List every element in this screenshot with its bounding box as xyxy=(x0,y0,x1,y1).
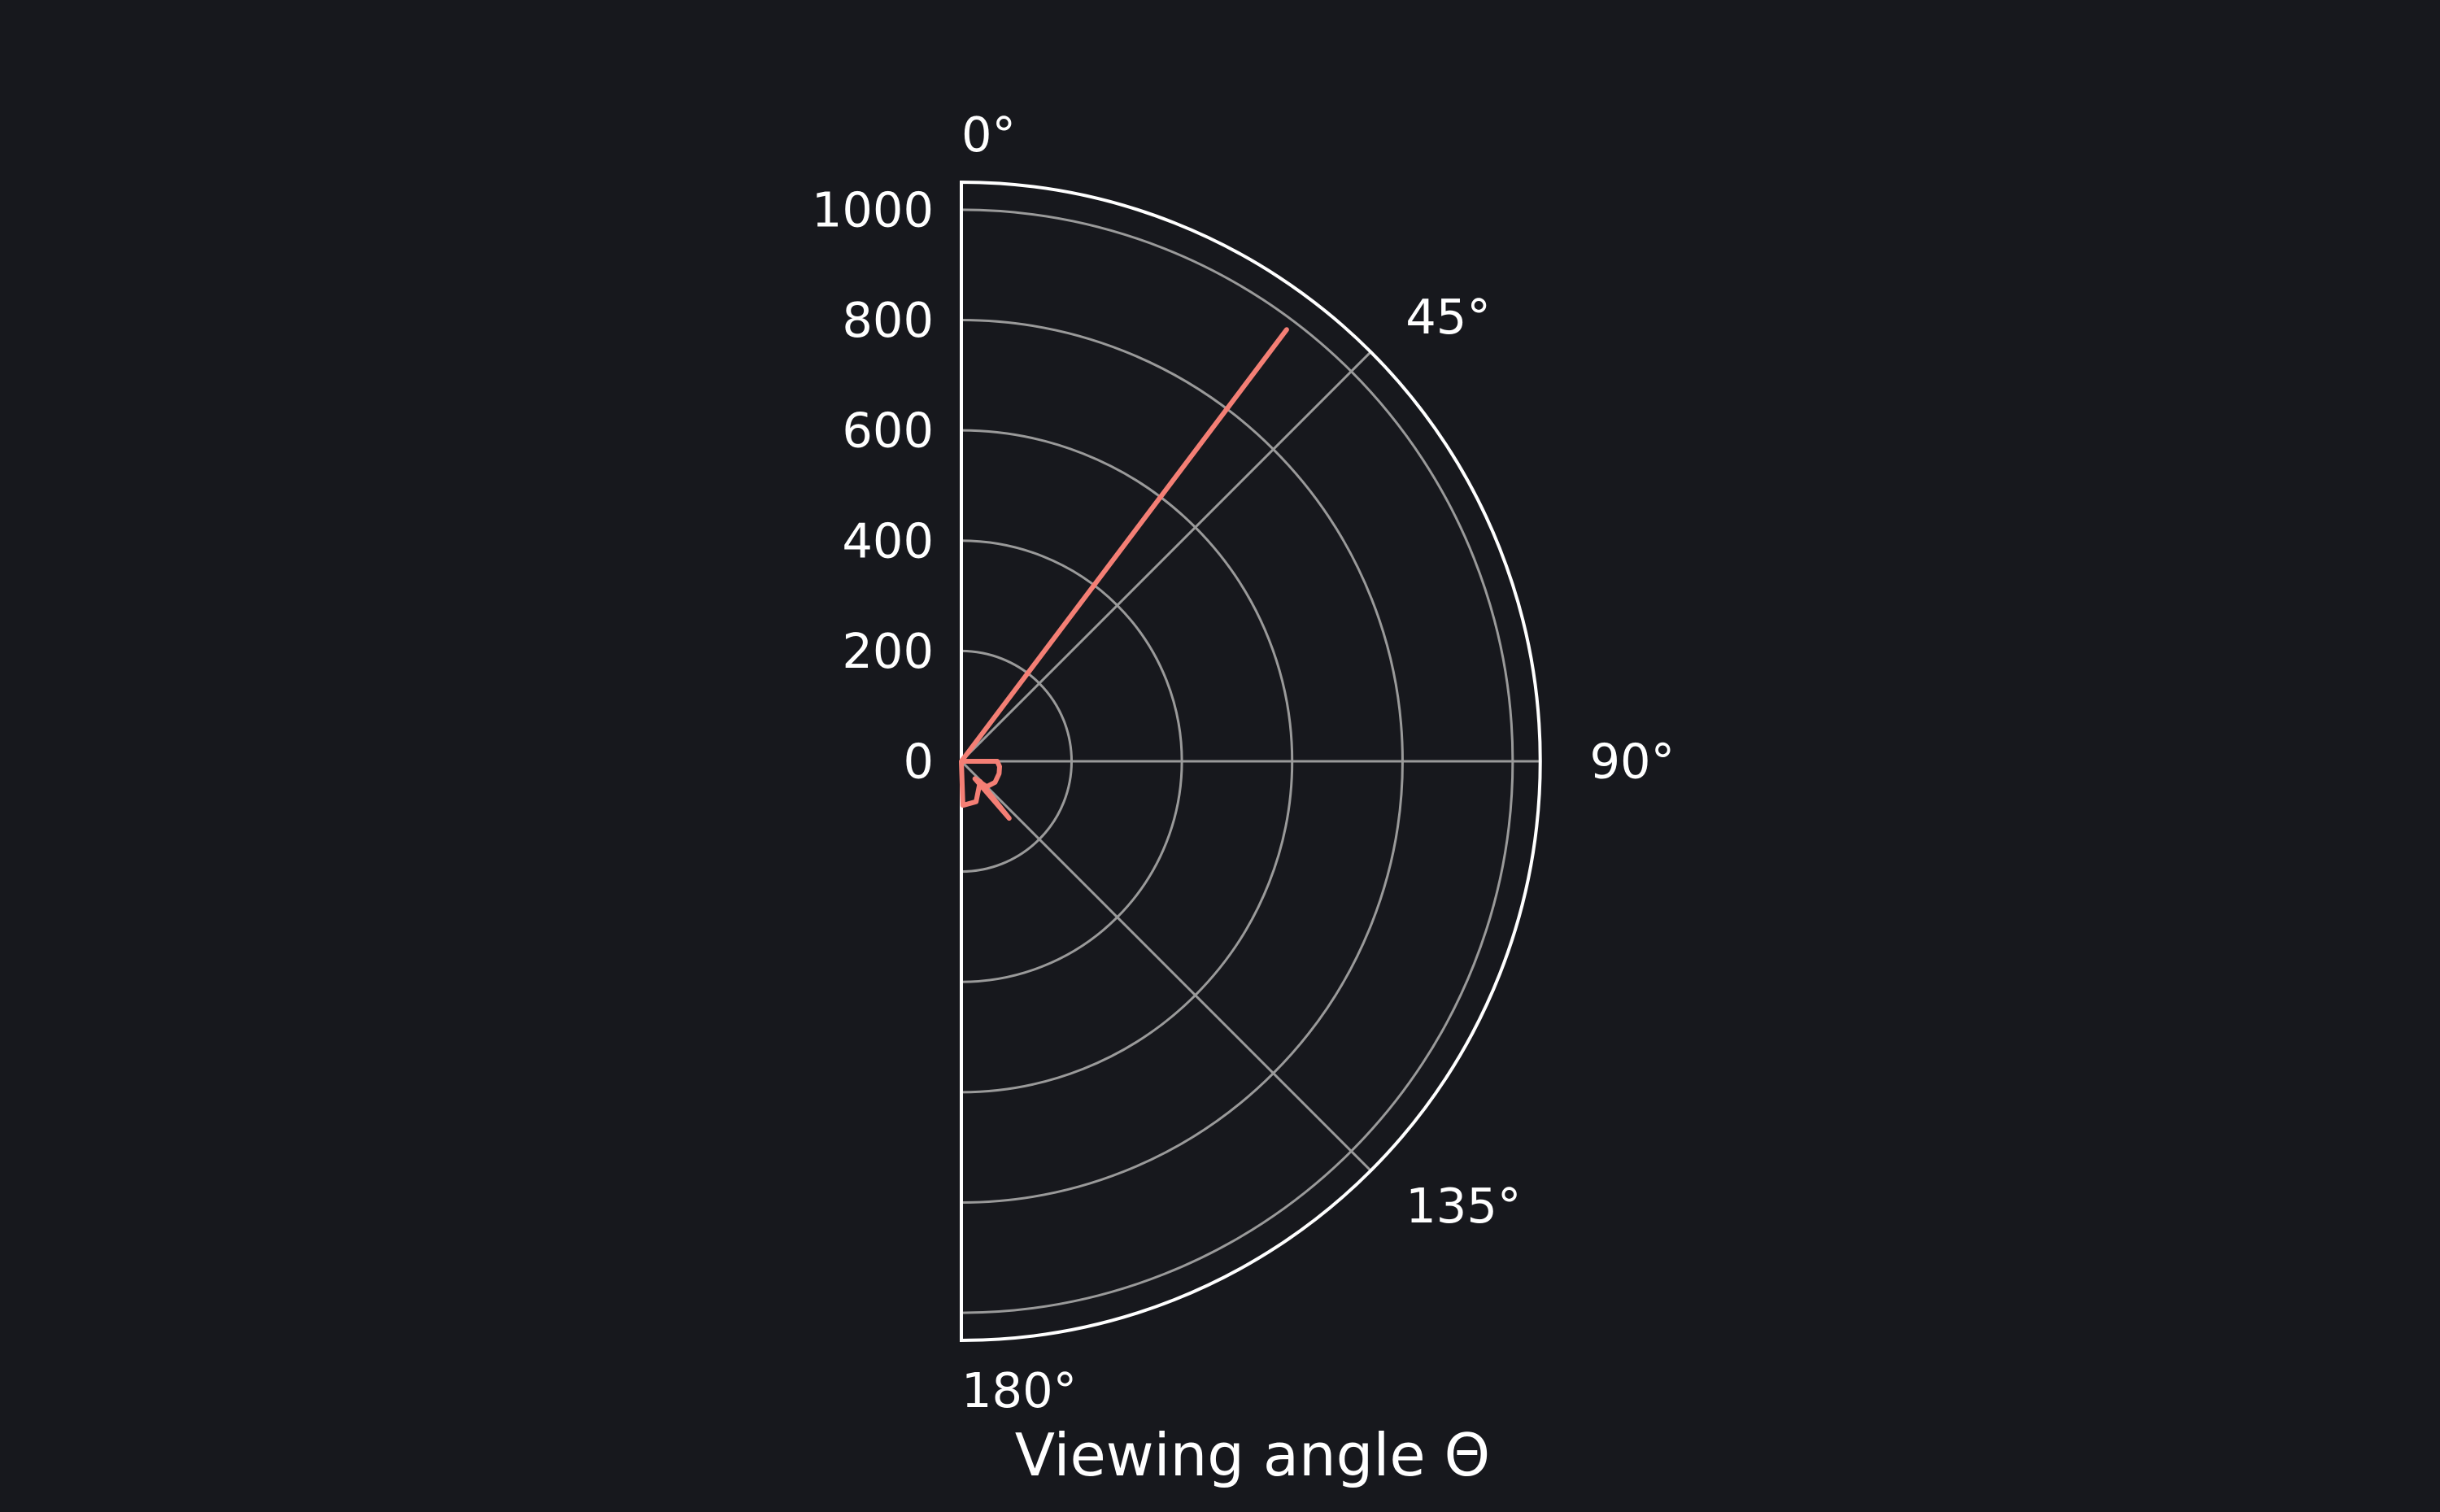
theta-tick-label: 0° xyxy=(961,107,1016,163)
x-axis-label: Viewing angle Θ xyxy=(1015,1421,1490,1489)
polar-frame xyxy=(960,180,1542,1343)
series-layer xyxy=(959,327,1289,821)
radial-tick-labels: 0 200 400 600 800 1000 xyxy=(812,181,934,789)
r-tick-label: 200 xyxy=(842,623,934,679)
r-tick-label: 1000 xyxy=(812,181,934,237)
series-line-0 xyxy=(959,327,1289,821)
r-tick-label: 600 xyxy=(842,403,934,459)
angular-gridline-45 xyxy=(960,351,1372,763)
theta-tick-label: 180° xyxy=(961,1362,1077,1418)
r-tick-label: 800 xyxy=(842,292,934,348)
angular-tick-labels: 0° 45° 90° 135° 180° xyxy=(961,107,1675,1418)
polar-spine xyxy=(960,180,1542,1343)
theta-tick-label: 45° xyxy=(1405,289,1491,345)
r-tick-label: 0 xyxy=(903,734,934,790)
angular-gridline-135 xyxy=(960,760,1372,1172)
grid xyxy=(960,208,1540,1314)
theta-tick-label: 90° xyxy=(1590,734,1675,790)
theta-tick-label: 135° xyxy=(1405,1178,1521,1234)
r-tick-label: 400 xyxy=(842,512,934,569)
